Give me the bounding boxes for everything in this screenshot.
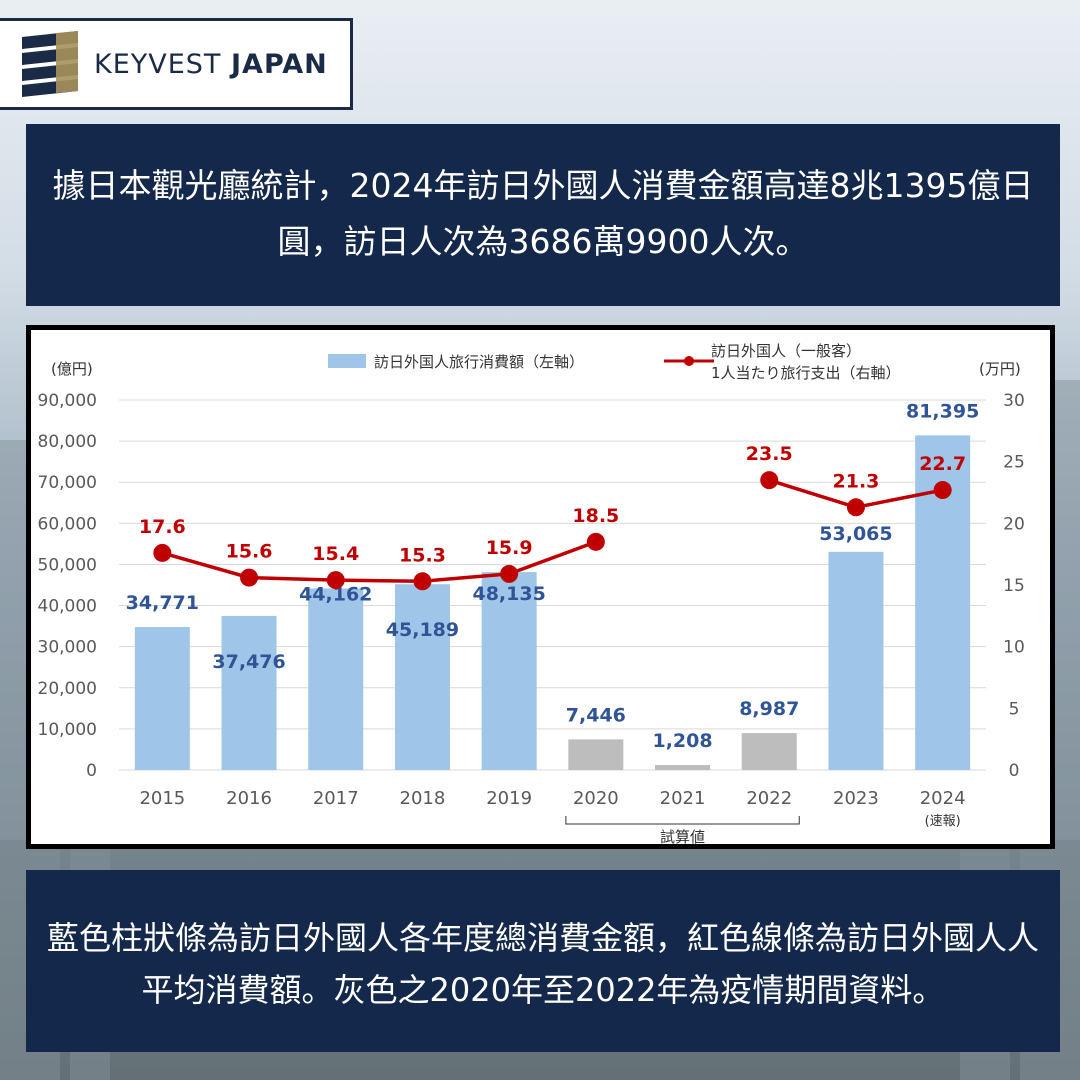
y-right-tick-label: 0 bbox=[1009, 761, 1020, 781]
y-left-tick-label: 0 bbox=[86, 761, 97, 781]
y-left-tick-label: 70,000 bbox=[38, 473, 97, 493]
bar-2017 bbox=[308, 588, 364, 770]
line-value-label-2018: 15.3 bbox=[399, 544, 446, 566]
legend-bar-label: 訪日外国人旅行消費額（左軸） bbox=[374, 353, 584, 371]
brand-logo: KEYVEST JAPAN bbox=[0, 18, 353, 110]
line-value-label-2024: 22.7 bbox=[919, 453, 966, 475]
y-right-tick-label: 25 bbox=[1003, 453, 1025, 473]
y-left-tick-label: 60,000 bbox=[38, 514, 97, 534]
bar-2019 bbox=[481, 572, 537, 770]
y-right-unit-label: (万円) bbox=[979, 360, 1021, 378]
logo-text: KEYVEST JAPAN bbox=[94, 49, 328, 80]
headline-banner: 據日本觀光廳統計，2024年訪日外國人消費金額高達8兆1395億日圓，訪日人次為… bbox=[26, 124, 1060, 306]
bar-value-label-2019: 48,135 bbox=[472, 583, 545, 605]
footnote-banner: 藍色柱狀條為訪日外國人各年度總消費金額，紅色線條為訪日外國人人平均消費額。灰色之… bbox=[26, 870, 1060, 1052]
y-left-tick-label: 80,000 bbox=[38, 432, 97, 452]
y-left-tick-label: 30,000 bbox=[38, 638, 97, 658]
y-left-tick-label: 90,000 bbox=[38, 391, 97, 411]
line-point-2024 bbox=[933, 481, 952, 500]
y-left-tick-label: 50,000 bbox=[38, 555, 97, 575]
line-value-label-2022: 23.5 bbox=[746, 443, 793, 465]
x-tick-label-2022: 2022 bbox=[746, 788, 792, 809]
x-sublabel-2024: (速報) bbox=[925, 814, 961, 829]
y-left-tick-label: 20,000 bbox=[38, 679, 97, 699]
footnote-text: 藍色柱狀條為訪日外國人各年度總消費金額，紅色線條為訪日外國人人平均消費額。灰色之… bbox=[46, 919, 1039, 1009]
line-point-2018 bbox=[413, 572, 432, 591]
bar-2022 bbox=[741, 733, 797, 770]
legend-bar-swatch bbox=[328, 354, 366, 368]
line-point-2020 bbox=[586, 532, 605, 551]
bracket-line bbox=[565, 816, 800, 825]
line-point-2017 bbox=[326, 571, 345, 590]
bar-2015 bbox=[134, 627, 190, 770]
bar-value-label-2021: 1,208 bbox=[652, 730, 712, 752]
line-point-2023 bbox=[846, 498, 865, 517]
bar-2016 bbox=[221, 615, 277, 770]
x-tick-label-2021: 2021 bbox=[660, 788, 706, 809]
line-point-2016 bbox=[240, 568, 259, 587]
y-right-tick-label: 10 bbox=[1003, 638, 1025, 658]
x-tick-label-2024: 2024 bbox=[920, 788, 966, 809]
logo-mark-icon bbox=[22, 31, 78, 97]
y-right-tick-label: 30 bbox=[1003, 391, 1025, 411]
line-value-label-2020: 18.5 bbox=[572, 505, 619, 527]
line-point-2015 bbox=[153, 543, 172, 562]
bar-value-label-2015: 34,771 bbox=[126, 592, 199, 614]
y-left-tick-label: 40,000 bbox=[38, 597, 97, 617]
line-value-label-2016: 15.6 bbox=[226, 541, 273, 563]
x-tick-label-2018: 2018 bbox=[400, 788, 446, 809]
y-right-tick-label: 15 bbox=[1003, 576, 1025, 596]
line-segment-0 bbox=[161, 540, 597, 584]
legend-line-label-2: 1人当たり旅行支出（右軸） bbox=[711, 364, 901, 382]
line-value-label-2017: 15.4 bbox=[312, 543, 359, 565]
chart-area: 0 10,000 20,000 30,000 40,000 50,000 60,000 70,… bbox=[31, 330, 1050, 844]
line-value-label-2019: 15.9 bbox=[486, 537, 533, 559]
bar-2018 bbox=[394, 584, 450, 770]
legend-line-label-1: 訪日外国人（一般客） bbox=[711, 342, 861, 360]
bar-value-label-2024: 81,395 bbox=[906, 400, 979, 422]
x-tick-label-2017: 2017 bbox=[313, 788, 359, 809]
bar-2020 bbox=[568, 739, 624, 770]
legend-line-marker bbox=[684, 356, 694, 366]
bar-value-label-2017: 44,162 bbox=[299, 583, 372, 605]
bracket-label: 試算値 bbox=[660, 828, 705, 844]
bar-2023 bbox=[828, 551, 884, 770]
bar-value-label-2023: 53,065 bbox=[819, 523, 892, 545]
y-right-tick-label: 5 bbox=[1009, 699, 1020, 719]
bar-value-label-2016: 37,476 bbox=[212, 651, 285, 673]
chart-frame: 0 10,000 20,000 30,000 40,000 50,000 60,000 70,… bbox=[26, 325, 1055, 849]
x-tick-label-2019: 2019 bbox=[486, 788, 532, 809]
x-tick-label-2020: 2020 bbox=[573, 788, 619, 809]
line-value-label-2015: 17.6 bbox=[139, 516, 186, 538]
line-point-2022 bbox=[760, 471, 779, 490]
x-tick-label-2015: 2015 bbox=[139, 788, 185, 809]
headline-text: 據日本觀光廳統計，2024年訪日外國人消費金額高達8兆1395億日圓，訪日人次為… bbox=[52, 166, 1034, 261]
y-right-tick-label: 20 bbox=[1003, 514, 1025, 534]
y-left-tick-label: 10,000 bbox=[38, 720, 97, 740]
line-value-label-2023: 21.3 bbox=[833, 470, 880, 492]
bar-value-label-2022: 8,987 bbox=[739, 698, 799, 720]
line-point-2019 bbox=[500, 564, 519, 583]
bar-value-label-2020: 7,446 bbox=[566, 704, 626, 726]
x-tick-label-2016: 2016 bbox=[226, 788, 272, 809]
combo-chart: 0 10,000 20,000 30,000 40,000 50,000 60,000 70,… bbox=[38, 342, 1025, 844]
y-left-unit-label: (億円) bbox=[51, 360, 93, 378]
bar-2021 bbox=[655, 765, 711, 770]
bar-value-label-2018: 45,189 bbox=[386, 619, 459, 641]
x-tick-label-2023: 2023 bbox=[833, 788, 879, 809]
